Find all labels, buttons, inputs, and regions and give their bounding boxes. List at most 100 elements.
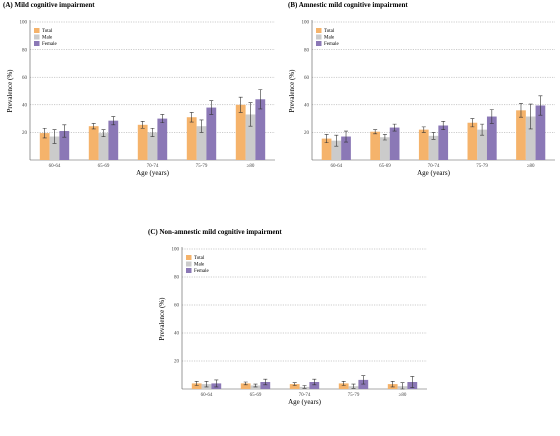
- x-tick-label: ≥80: [399, 393, 407, 398]
- error-bar-male-3: [351, 383, 356, 389]
- legend-label-total: Total: [194, 256, 205, 261]
- error-bar-total-4: [238, 96, 243, 113]
- y-tick-label: 20: [304, 131, 310, 136]
- bar-female-1: [389, 127, 400, 160]
- x-tick-label: 60-64: [49, 164, 61, 169]
- bar-total-1: [370, 131, 381, 160]
- y-tick-label: 40: [22, 104, 28, 109]
- panel-b-title: (B) Amnestic mild cognitive impairment: [288, 1, 408, 9]
- y-axis-label: Prevalence (%): [6, 69, 14, 113]
- bar-male-0: [331, 140, 342, 160]
- bar-male-1: [250, 385, 261, 389]
- bar-male-4: [245, 114, 256, 160]
- legend-label-male: Male: [324, 36, 335, 41]
- error-bar-total-0: [194, 381, 199, 386]
- error-bar-male-1: [253, 383, 258, 388]
- error-bar-male-2: [150, 127, 155, 137]
- error-bar-total-3: [189, 112, 194, 123]
- error-bar-total-4: [518, 103, 523, 118]
- legend-label-female: Female: [324, 42, 339, 47]
- error-bar-male-4: [400, 382, 405, 390]
- y-tick-label: 80: [304, 48, 310, 53]
- legend-swatch-female: [186, 268, 192, 273]
- panel-c: (C) Non-amnestic mild cognitive impairme…: [148, 228, 427, 406]
- bar-male-2: [428, 135, 439, 160]
- error-bar-female-4: [538, 95, 543, 116]
- bar-female-0: [341, 136, 351, 160]
- error-bar-total-1: [91, 123, 96, 130]
- x-tick-label: 60-64: [201, 393, 213, 398]
- y-tick-label: 40: [304, 104, 310, 109]
- x-tick-label: 65-69: [379, 164, 391, 169]
- error-bar-total-3: [470, 118, 475, 128]
- error-bar-female-0: [214, 379, 219, 388]
- x-tick-label: ≥80: [527, 164, 535, 169]
- x-tick-label: 60-64: [330, 164, 342, 169]
- y-tick-label: 80: [174, 276, 180, 281]
- bar-total-3: [338, 383, 349, 389]
- bar-female-2: [157, 118, 168, 160]
- error-bar-total-2: [421, 126, 426, 133]
- error-bar-male-3: [199, 119, 204, 133]
- error-bar-total-4: [390, 381, 395, 388]
- bar-total-0: [39, 133, 50, 160]
- y-tick-label: 80: [22, 48, 28, 53]
- error-bar-male-4: [528, 103, 533, 130]
- error-bar-male-0: [204, 381, 209, 388]
- error-bar-male-4: [248, 102, 253, 127]
- x-tick-label: 70-74: [147, 164, 159, 169]
- error-bar-male-0: [52, 129, 57, 144]
- y-axis-label: Prevalence (%): [158, 297, 166, 341]
- error-bar-female-3: [361, 375, 366, 385]
- x-tick-label: 75-79: [348, 393, 360, 398]
- bar-total-2: [289, 384, 300, 389]
- error-bar-female-1: [263, 378, 268, 386]
- y-tick-label: 100: [20, 21, 28, 26]
- legend-swatch-male: [316, 34, 322, 40]
- legend-label-total: Total: [42, 29, 53, 34]
- error-bar-total-0: [42, 127, 47, 139]
- bar-total-4: [235, 104, 246, 160]
- x-axis-label: Age (years): [417, 169, 451, 177]
- error-bar-female-4: [258, 89, 263, 110]
- error-bar-total-1: [373, 129, 378, 135]
- x-tick-label: 75-79: [196, 164, 208, 169]
- bar-total-1: [88, 126, 99, 160]
- bar-total-2: [137, 124, 148, 160]
- bar-female-4: [255, 99, 266, 160]
- legend-label-female: Female: [194, 269, 209, 274]
- x-tick-label: 70-74: [299, 393, 311, 398]
- bar-total-0: [191, 383, 202, 389]
- panel-a-title: (A) Mild cognitive impairment: [3, 1, 95, 9]
- bar-female-4: [535, 105, 546, 160]
- error-bar-female-3: [489, 109, 494, 124]
- x-tick-label: ≥80: [247, 164, 255, 169]
- bar-female-1: [260, 382, 271, 389]
- bar-total-4: [516, 110, 526, 160]
- error-bar-female-3: [209, 100, 214, 115]
- bar-female-2: [438, 125, 449, 160]
- bar-total-0: [321, 138, 332, 160]
- y-tick-label: 60: [22, 76, 28, 81]
- error-bar-female-0: [344, 130, 349, 143]
- legend-swatch-male: [34, 34, 40, 40]
- error-bar-total-0: [324, 134, 329, 144]
- x-tick-label: 70-74: [428, 164, 440, 169]
- legend-swatch-male: [186, 261, 192, 267]
- error-bar-male-1: [101, 129, 106, 137]
- panel-b: (B) Amnestic mild cognitive impairment 2…: [288, 1, 555, 177]
- y-tick-label: 100: [302, 21, 310, 26]
- error-bar-female-2: [441, 121, 446, 130]
- error-bar-total-2: [292, 382, 297, 386]
- legend-swatch-female: [34, 41, 40, 46]
- bar-total-3: [467, 122, 478, 160]
- error-bar-female-1: [392, 123, 397, 132]
- panel-a: (A) Mild cognitive impairment 20 40 60 80 10…: [3, 1, 275, 177]
- x-axis-label: Age (years): [288, 398, 322, 406]
- y-tick-label: 20: [174, 360, 180, 365]
- bar-female-2: [309, 382, 320, 389]
